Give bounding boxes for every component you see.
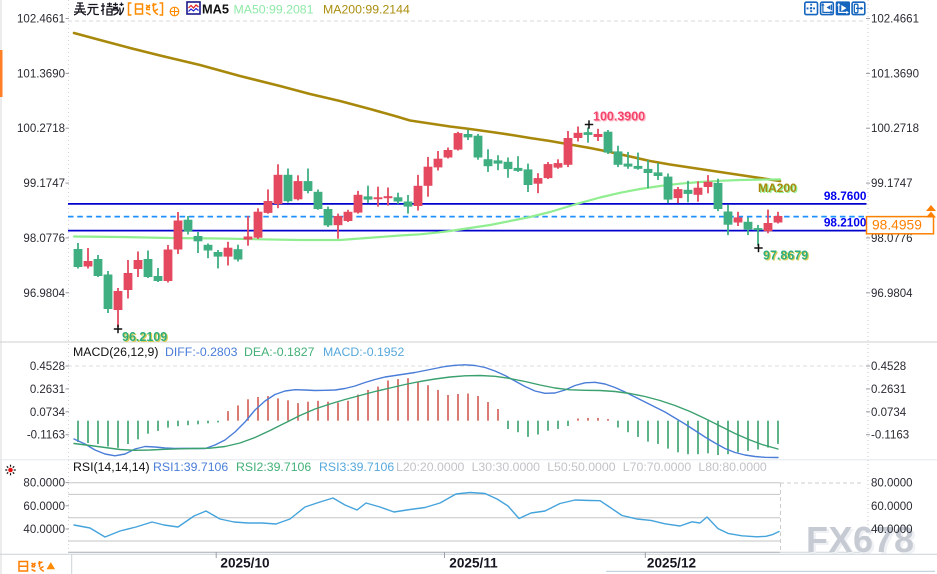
svg-text:L30:30.0000: L30:30.0000 xyxy=(472,460,541,474)
svg-text:L20:20.0000: L20:20.0000 xyxy=(396,460,465,474)
svg-text:96.2109: 96.2109 xyxy=(122,330,167,344)
svg-text:L80:80.0000: L80:80.0000 xyxy=(698,460,767,474)
svg-text:100.2718: 100.2718 xyxy=(17,123,65,135)
svg-text:MA200:99.2144: MA200:99.2144 xyxy=(323,3,410,17)
svg-text:RSI1:39.7106: RSI1:39.7106 xyxy=(153,460,228,474)
svg-text:0.4528: 0.4528 xyxy=(871,361,906,373)
svg-text:98.4959: 98.4959 xyxy=(872,218,922,233)
svg-text:97.8679: 97.8679 xyxy=(763,249,808,263)
svg-text:98.0776: 98.0776 xyxy=(871,233,913,245)
svg-text:MA200: MA200 xyxy=(759,182,798,196)
svg-text:101.3690: 101.3690 xyxy=(17,68,65,80)
svg-text:80.0000: 80.0000 xyxy=(23,478,65,490)
svg-text:98.0776: 98.0776 xyxy=(23,233,65,245)
svg-text:-0.1163: -0.1163 xyxy=(27,430,65,442)
svg-text:0.0734: 0.0734 xyxy=(30,407,66,419)
svg-text:MACD:-0.1952: MACD:-0.1952 xyxy=(323,345,404,359)
svg-text:100.3900: 100.3900 xyxy=(593,110,645,124)
svg-text:RSI(14,14,14): RSI(14,14,14) xyxy=(73,460,150,474)
svg-text:99.1747: 99.1747 xyxy=(871,178,913,190)
svg-text:102.4661: 102.4661 xyxy=(17,14,65,26)
svg-text:100.2718: 100.2718 xyxy=(871,123,919,135)
svg-text:RSI2:39.7106: RSI2:39.7106 xyxy=(236,460,311,474)
svg-text:99.1747: 99.1747 xyxy=(23,178,65,190)
svg-text:101.3690: 101.3690 xyxy=(871,68,919,80)
svg-text:-0.1163: -0.1163 xyxy=(871,430,909,442)
svg-text:97.8679: 97.8679 xyxy=(764,250,809,264)
svg-text:96.2109: 96.2109 xyxy=(123,331,168,345)
svg-text:96.9804: 96.9804 xyxy=(871,288,913,300)
svg-text:100.3900: 100.3900 xyxy=(594,111,646,125)
svg-text:MA200: MA200 xyxy=(758,181,797,195)
svg-text:DIFF:-0.2803: DIFF:-0.2803 xyxy=(165,345,238,359)
svg-text:DEA:-0.1827: DEA:-0.1827 xyxy=(244,345,315,359)
svg-text:0.2631: 0.2631 xyxy=(871,384,906,396)
svg-text:MA5: MA5 xyxy=(202,2,229,17)
svg-text:2025/11: 2025/11 xyxy=(449,556,498,571)
svg-text:MA50:99.2081: MA50:99.2081 xyxy=(234,3,314,17)
svg-text:98.2100: 98.2100 xyxy=(824,216,867,230)
svg-text:96.9804: 96.9804 xyxy=(23,288,65,300)
svg-text:102.4661: 102.4661 xyxy=(871,14,919,26)
svg-text:40.0000: 40.0000 xyxy=(871,524,913,536)
svg-text:0.2631: 0.2631 xyxy=(30,384,65,396)
svg-text:0.4528: 0.4528 xyxy=(30,361,65,373)
svg-text:0.0734: 0.0734 xyxy=(871,407,907,419)
svg-text:FX678: FX678 xyxy=(806,519,915,560)
svg-text:L70:70.0000: L70:70.0000 xyxy=(623,460,692,474)
svg-text:98.7600: 98.7600 xyxy=(824,189,867,203)
svg-text:2025/12: 2025/12 xyxy=(647,556,697,571)
svg-text:FX678: FX678 xyxy=(809,521,918,562)
svg-text:MACD(26,12,9): MACD(26,12,9) xyxy=(73,345,158,359)
svg-text:60.0000: 60.0000 xyxy=(871,501,913,513)
svg-text:80.0000: 80.0000 xyxy=(871,478,913,490)
svg-text:2025/10: 2025/10 xyxy=(220,556,269,571)
svg-text:RSI3:39.7106: RSI3:39.7106 xyxy=(319,460,394,474)
svg-text:40.0000: 40.0000 xyxy=(23,524,65,536)
svg-text:60.0000: 60.0000 xyxy=(23,501,65,513)
svg-text:L50:50.0000: L50:50.0000 xyxy=(547,460,616,474)
